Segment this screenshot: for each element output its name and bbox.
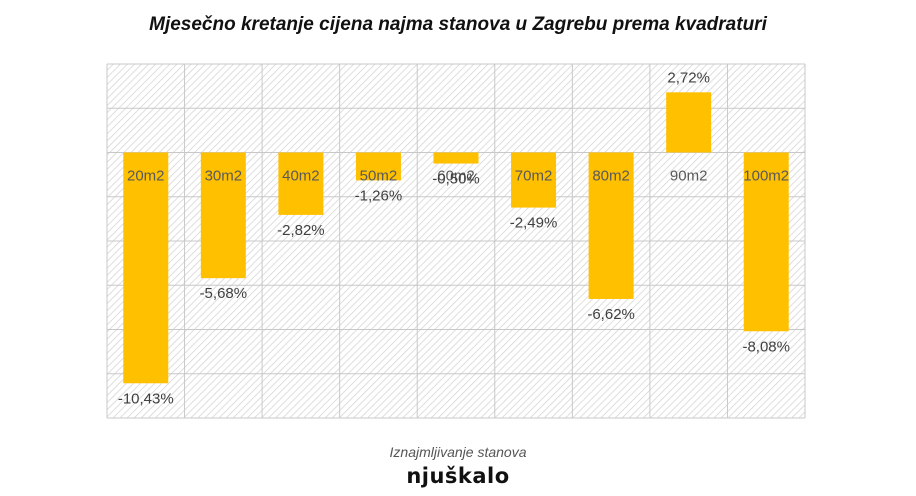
bar-40m2 <box>278 152 324 215</box>
data-label: 2,72% <box>667 69 710 86</box>
data-label: -2,49% <box>510 215 558 232</box>
category-label: 90m2 <box>670 168 708 185</box>
bar-70m2 <box>511 152 557 208</box>
bar-90m2 <box>666 92 712 153</box>
category-label: 100m2 <box>743 168 789 185</box>
data-label: -1,26% <box>355 187 403 204</box>
chart-title: Mjesečno kretanje cijena najma stanova u… <box>149 14 767 35</box>
njuskalo-logo: njuškalo <box>406 464 510 488</box>
category-label: 80m2 <box>592 168 630 185</box>
category-label: 60m2 <box>437 168 475 185</box>
category-label: 30m2 <box>205 168 243 185</box>
bar-80m2 <box>588 152 634 299</box>
category-label: 20m2 <box>127 168 165 185</box>
bar-50m2 <box>355 152 401 181</box>
data-label: -6,62% <box>587 306 635 323</box>
source-caption: Iznajmljivanje stanova <box>389 444 527 460</box>
bar-20m2 <box>123 152 169 384</box>
category-label: 50m2 <box>360 168 398 185</box>
data-label: -2,82% <box>277 222 325 239</box>
data-label: -10,43% <box>118 390 174 407</box>
category-label: 70m2 <box>515 168 553 185</box>
data-label: -0,50% <box>432 171 480 188</box>
bar-30m2 <box>200 152 246 279</box>
data-label: -5,68% <box>200 285 248 302</box>
bar-60m2 <box>433 152 479 164</box>
bar-100m2 <box>743 152 789 332</box>
category-label: 40m2 <box>282 168 320 185</box>
data-label: -8,08% <box>742 338 790 355</box>
